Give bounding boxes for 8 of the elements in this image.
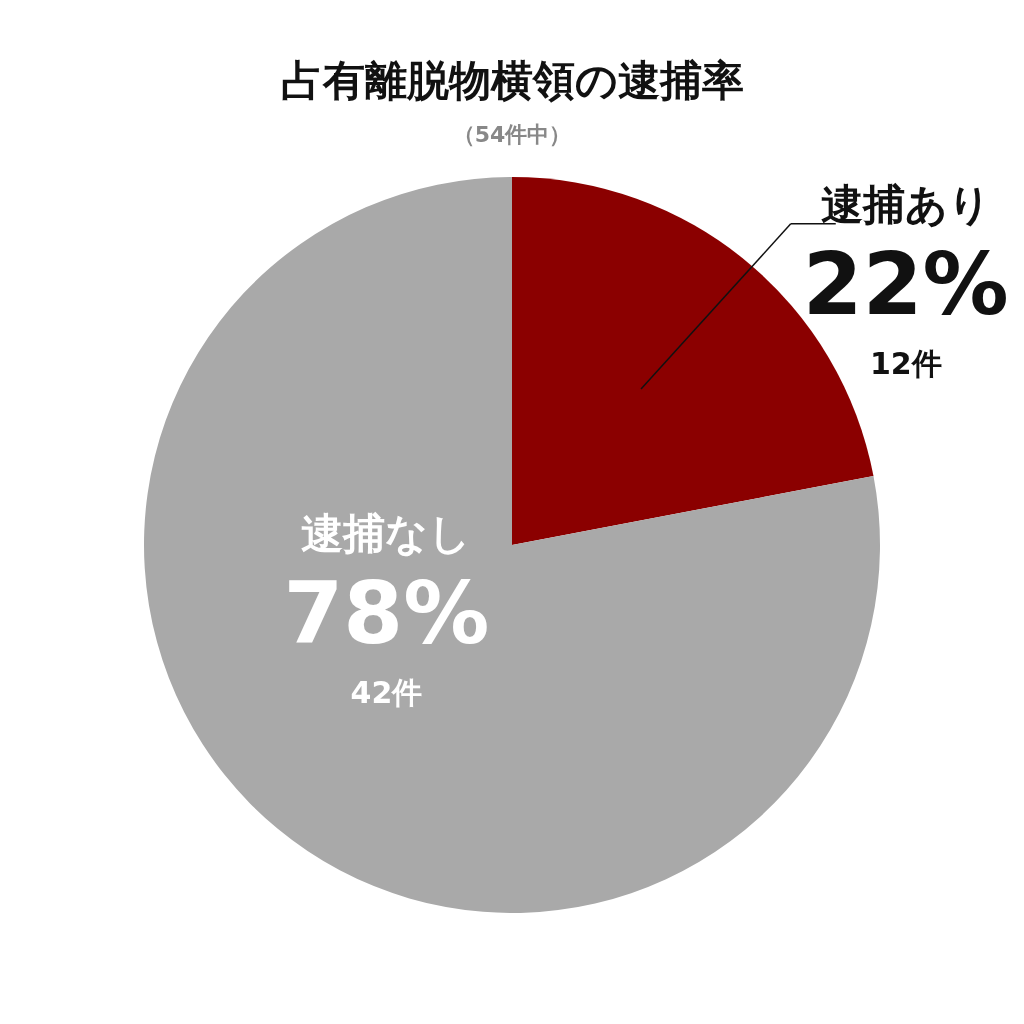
text: 42件 [350, 674, 423, 710]
slice-label: 逮捕あり [820, 179, 991, 229]
slice-label: 逮捕なし [301, 508, 472, 558]
data-label: 22% [802, 233, 1009, 334]
chart-title: 占有離脱物横領の逮捕率 [280, 56, 744, 105]
data-label: 78% [283, 562, 490, 663]
text: 12件 [869, 345, 942, 381]
chart-subtitle: （54件中） [452, 122, 572, 147]
